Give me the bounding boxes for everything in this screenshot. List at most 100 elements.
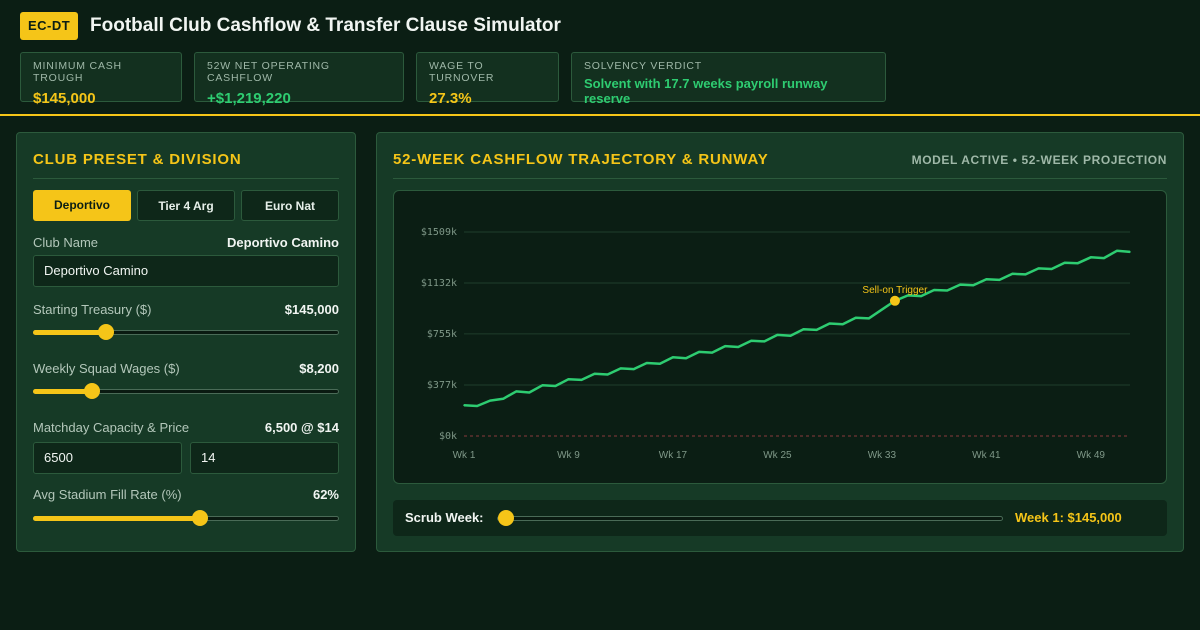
panel-title: 52-WEEK CASHFLOW TRAJECTORY & RUNWAY	[393, 151, 769, 168]
data-point	[1011, 272, 1014, 275]
capacity-input[interactable]: 6500	[33, 442, 182, 474]
data-point	[1063, 261, 1066, 264]
data-point	[1129, 251, 1131, 253]
data-point	[593, 373, 596, 375]
slider-thumb[interactable]	[498, 510, 514, 526]
stat-solvency-verdict: SOLVENCY VERDICT Solvent with 17.7 weeks…	[571, 52, 886, 106]
x-tick-label: Wk 49	[1077, 450, 1106, 461]
slider-thumb[interactable]	[98, 324, 115, 340]
x-tick-label: Wk 41	[972, 450, 1001, 461]
data-point	[698, 351, 700, 353]
panel-title: CLUB PRESET & DIVISION	[33, 151, 242, 168]
scrub-week-slider[interactable]	[497, 510, 1003, 526]
data-point	[1037, 267, 1040, 270]
ticket-price-input[interactable]: 14	[190, 442, 339, 474]
stat-net-operating-cashflow: 52W NET OPERATING CASHFLOW +$1,219,220	[194, 52, 404, 107]
weekly-wages-slider[interactable]	[33, 383, 339, 399]
data-point	[907, 294, 909, 297]
stat-value: 27.3%	[429, 90, 472, 107]
club-name-label: Club Name	[33, 235, 99, 250]
club-preset-panel: CLUB PRESET & DIVISION Deportivo Tier 4 …	[16, 132, 356, 552]
y-tick-label: $377k	[427, 380, 457, 391]
data-point	[737, 346, 740, 348]
slider-track	[497, 516, 1003, 521]
data-point	[946, 289, 948, 292]
preset-button-euro-nat[interactable]: Euro Nat	[241, 190, 339, 221]
data-point	[933, 289, 935, 291]
data-point	[815, 329, 818, 331]
y-tick-label: $755k	[427, 329, 457, 340]
data-point	[502, 398, 504, 400]
data-point	[972, 284, 975, 287]
data-point	[1076, 262, 1079, 265]
data-point	[854, 316, 857, 319]
x-tick-label: Wk 1	[453, 450, 476, 461]
data-point	[672, 356, 674, 359]
fill-rate-slider[interactable]	[33, 510, 339, 526]
data-point	[659, 362, 661, 365]
club-name-value: Deportivo Camino	[227, 235, 339, 250]
cashflow-chart-svg: $0k $377k $755k $1132k $1509k Wk 1 Wk 9 Wk 17 Wk…	[421, 227, 1131, 461]
divider	[393, 178, 1167, 179]
data-point	[763, 340, 766, 343]
app-header: EC-DT Football Club Cashflow & Transfer …	[0, 0, 1200, 116]
weekly-wages-value: $8,200	[299, 361, 339, 376]
preset-button-deportivo[interactable]: Deportivo	[33, 190, 131, 221]
data-point	[724, 345, 726, 347]
preset-button-tier4-arg[interactable]: Tier 4 Arg	[137, 190, 235, 221]
stat-label: SOLVENCY VERDICT	[584, 60, 703, 72]
stat-label: WAGE TO TURNOVER	[429, 60, 495, 84]
y-tick-label: $1132k	[421, 278, 457, 289]
stat-value: +$1,219,220	[207, 90, 291, 107]
data-point	[528, 391, 531, 394]
fill-rate-label: Avg Stadium Fill Rate (%)	[33, 487, 182, 502]
data-point	[789, 334, 792, 337]
slider-fill	[33, 330, 107, 335]
data-point	[920, 295, 922, 297]
model-status: MODEL ACTIVE • 52-WEEK PROJECTION	[911, 153, 1167, 167]
cashflow-panel: 52-WEEK CASHFLOW TRAJECTORY & RUNWAY MOD…	[376, 132, 1184, 552]
data-point	[515, 390, 518, 393]
data-point	[1024, 273, 1027, 276]
x-tick-label: Wk 9	[557, 450, 580, 461]
stat-value: $145,000	[33, 90, 96, 107]
x-tick-label: Wk 25	[763, 450, 792, 461]
slider-fill	[33, 389, 93, 394]
data-point	[567, 378, 570, 381]
data-point	[619, 367, 622, 370]
club-name-input[interactable]: Deportivo Camino	[33, 255, 339, 287]
sell-on-trigger-marker	[889, 295, 900, 306]
x-tick-label: Wk 33	[868, 450, 897, 461]
scrub-week-bar: Scrub Week: Week 1: $145,000	[393, 500, 1167, 536]
stat-min-cash-trough: MINIMUM CASH TROUGH $145,000	[20, 52, 182, 107]
stat-value: Solvent with 17.7 weeks payroll runway r…	[584, 76, 828, 106]
sell-on-trigger-label: Sell-on Trigger	[862, 285, 928, 296]
data-point	[632, 368, 635, 370]
brand-badge: EC-DT	[20, 12, 79, 40]
matchday-label: Matchday Capacity & Price	[33, 420, 190, 435]
data-point	[828, 322, 831, 325]
data-point	[606, 373, 609, 376]
app-title: Football Club Cashflow & Transfer Clause…	[90, 15, 561, 36]
y-tick-label: $0k	[439, 431, 457, 442]
scrub-week-value: Week 1: $145,000	[1015, 510, 1122, 525]
data-point	[463, 404, 465, 406]
data-point	[646, 362, 648, 364]
stat-label: MINIMUM CASH TROUGH	[33, 60, 122, 84]
data-point	[776, 334, 779, 336]
stat-label: 52W NET OPERATING CASHFLOW	[207, 60, 330, 84]
slider-thumb[interactable]	[84, 383, 101, 399]
starting-treasury-label: Starting Treasury ($)	[33, 302, 152, 317]
stat-wage-to-turnover: WAGE TO TURNOVER 27.3%	[416, 52, 559, 107]
cashflow-chart: $0k $377k $755k $1132k $1509k Wk 1 Wk 9 Wk 17 Wk…	[393, 190, 1167, 484]
data-point	[1050, 268, 1053, 270]
data-point	[750, 339, 753, 342]
data-point	[959, 283, 962, 286]
weekly-wages-label: Weekly Squad Wages ($)	[33, 361, 180, 376]
data-point	[541, 384, 544, 387]
starting-treasury-slider[interactable]	[33, 324, 339, 340]
slider-thumb[interactable]	[191, 510, 208, 526]
cashflow-series-line	[463, 249, 1131, 408]
data-point	[476, 405, 478, 407]
data-point	[1103, 257, 1105, 259]
